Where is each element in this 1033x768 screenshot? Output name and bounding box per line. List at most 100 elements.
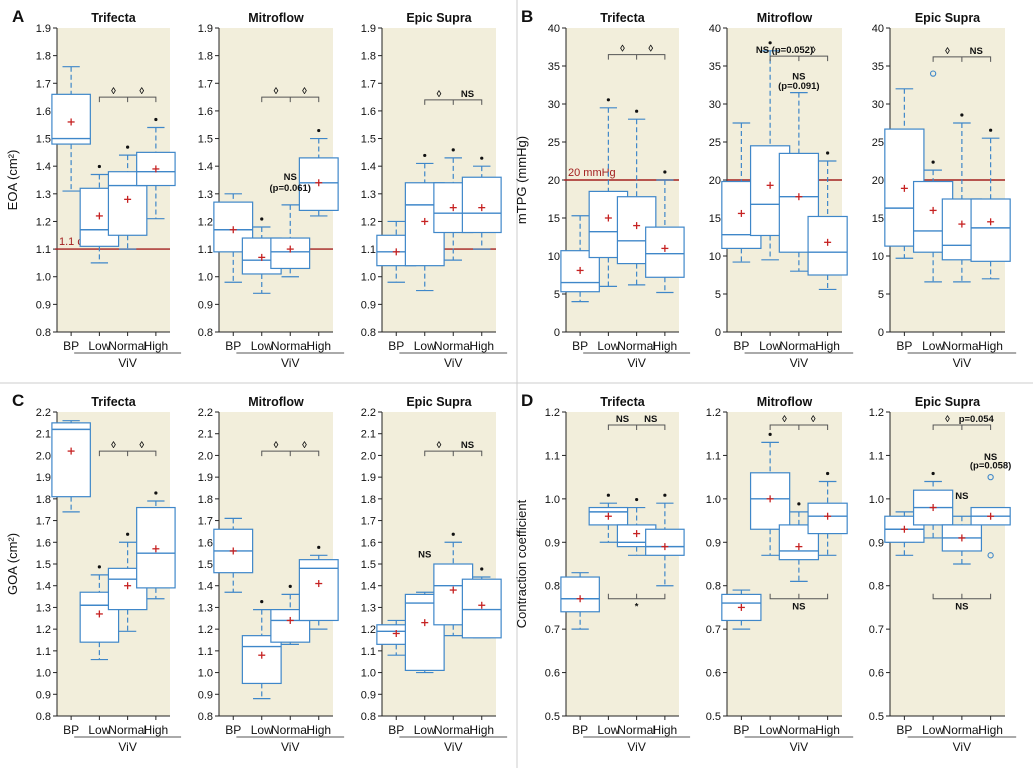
group-label: ViV (953, 740, 971, 754)
significance-mark (826, 471, 830, 476)
y-tick-label: 15 (548, 213, 560, 225)
y-tick-label: 0.9 (361, 689, 376, 701)
x-tick-label: BP (388, 723, 404, 737)
y-tick-label: 1.7 (198, 516, 213, 528)
y-tick-label: 2.0 (361, 450, 376, 462)
group-label: ViV (790, 740, 808, 754)
plot-area (727, 412, 842, 716)
group-label: ViV (627, 740, 645, 754)
bracket-line (769, 593, 829, 600)
x-tick-label: High (306, 339, 331, 353)
comparison-bracket: ◊ NS (424, 440, 483, 457)
bracket-line (607, 54, 666, 60)
y-tick-label: 2.2 (198, 407, 213, 419)
x-tick-label: BP (388, 339, 404, 353)
y-tick-label: 0.7 (869, 624, 884, 636)
box-bp (884, 511, 925, 556)
y-tick-label: 20 (872, 175, 884, 187)
x-tick-label: BP (225, 723, 241, 737)
iqr-box (560, 576, 600, 613)
y-tick-label: 1.7 (198, 78, 213, 90)
box-normal (941, 515, 983, 565)
x-tick-label: Normal (108, 339, 147, 353)
subplot-C-epic-supra: 0.8 0.9 1.0 1.1 1.2 1.3 1.4 1.5 1.6 1.7 1.8 1.9 2.0 2… (361, 395, 508, 754)
bracket-label: ◊ (139, 86, 144, 97)
y-tick-label: 1.9 (198, 23, 213, 35)
y-tick-label: 40 (709, 23, 721, 35)
group-label: ViV (444, 740, 462, 754)
y-tick-label: 1.8 (36, 494, 51, 506)
subplot-B-mitroflow: 0 5 10 15 20 25 30 35 40 Mitroflow BP LowNormalHigh… (709, 11, 854, 370)
x-tick-label: Normal (617, 339, 656, 353)
box-high (645, 493, 685, 587)
y-tick-label: 1.8 (198, 51, 213, 63)
x-tick-label: BP (733, 723, 749, 737)
y-tick-label: 1.0 (198, 668, 213, 680)
y-tick-label: 1.6 (198, 537, 213, 549)
comparison-bracket: ◊ ◊ (607, 44, 666, 60)
bracket-label: NS (461, 89, 474, 100)
y-tick-label: 35 (872, 61, 884, 73)
subplot-title: Mitroflow (248, 395, 304, 409)
x-tick-label: BP (225, 339, 241, 353)
y-tick-label: 1.8 (361, 494, 376, 506)
y-tick-label: 1.1 (36, 646, 51, 658)
y-tick-label: 10 (709, 251, 721, 263)
y-tick-label: 1.5 (198, 559, 213, 571)
bracket-label: NS (461, 440, 474, 451)
significance-mark (797, 502, 801, 506)
bracket-label: * (635, 602, 639, 613)
bracket-label: ◊ (139, 440, 144, 451)
subplot-C-trifecta: 0.8 0.9 1.0 1.1 1.2 1.3 1.4 1.5 1.6 1.7 1.8 1.9 2.0 2… (5, 391, 182, 754)
significance-mark (317, 545, 321, 549)
y-tick-label: 30 (548, 99, 560, 111)
y-tick-label: 0.8 (361, 327, 376, 339)
y-tick-label: 0.8 (198, 711, 213, 723)
y-tick-label: 2.1 (198, 429, 213, 441)
significance-mark (260, 600, 264, 604)
bracket-line (769, 55, 829, 62)
box-bp (213, 517, 254, 593)
y-axis-label: mTPG (mmHg) (514, 136, 529, 224)
y-tick-label: 0.9 (361, 299, 376, 311)
x-tick-label: High (978, 339, 1003, 353)
subplot-D-mitroflow: 0.5 0.6 0.7 0.8 0.9 1.0 1.1 1.2 Mitroflow BP LowNo… (706, 395, 854, 754)
y-tick-label: 5 (878, 289, 884, 301)
y-tick-label: 1.1 (361, 244, 376, 256)
x-tick-label: Low (759, 339, 781, 353)
y-tick-label: 1.2 (869, 407, 884, 419)
bracket-line (769, 424, 829, 431)
box-low (749, 432, 791, 556)
x-tick-label: BP (63, 723, 79, 737)
comparison-bracket: ◊ NS (932, 46, 992, 62)
x-tick-label: BP (896, 339, 912, 353)
x-tick-label: Low (88, 723, 110, 737)
outlier-point (987, 552, 994, 559)
y-tick-label: 1.4 (198, 161, 213, 173)
x-tick-label: Low (251, 723, 273, 737)
significance-mark (663, 170, 667, 174)
y-tick-label: 1.0 (545, 494, 560, 506)
y-tick-label: 0.8 (198, 327, 213, 339)
y-tick-label: 1.0 (361, 272, 376, 284)
y-tick-label: 0.6 (706, 668, 721, 680)
y-tick-label: 1.9 (36, 472, 51, 484)
x-tick-label: Normal (108, 723, 147, 737)
bracket-line (932, 56, 992, 62)
comparison-bracket: NS NS (607, 414, 666, 431)
y-tick-label: 1.0 (198, 272, 213, 284)
iqr-box (645, 528, 685, 556)
y-tick-label: 0.8 (869, 581, 884, 593)
annotation: (p=0.058) (970, 460, 1011, 471)
y-tick-label: 5 (554, 289, 560, 301)
y-tick-label: 1.1 (361, 646, 376, 658)
box-high (298, 545, 339, 630)
annotation: NS (984, 452, 997, 463)
box-high (970, 128, 1011, 280)
x-tick-label: Normal (780, 339, 819, 353)
box-high (136, 491, 176, 600)
box-high (970, 473, 1011, 559)
subplot-title: Trifecta (600, 11, 646, 25)
y-tick-label: 30 (872, 99, 884, 111)
